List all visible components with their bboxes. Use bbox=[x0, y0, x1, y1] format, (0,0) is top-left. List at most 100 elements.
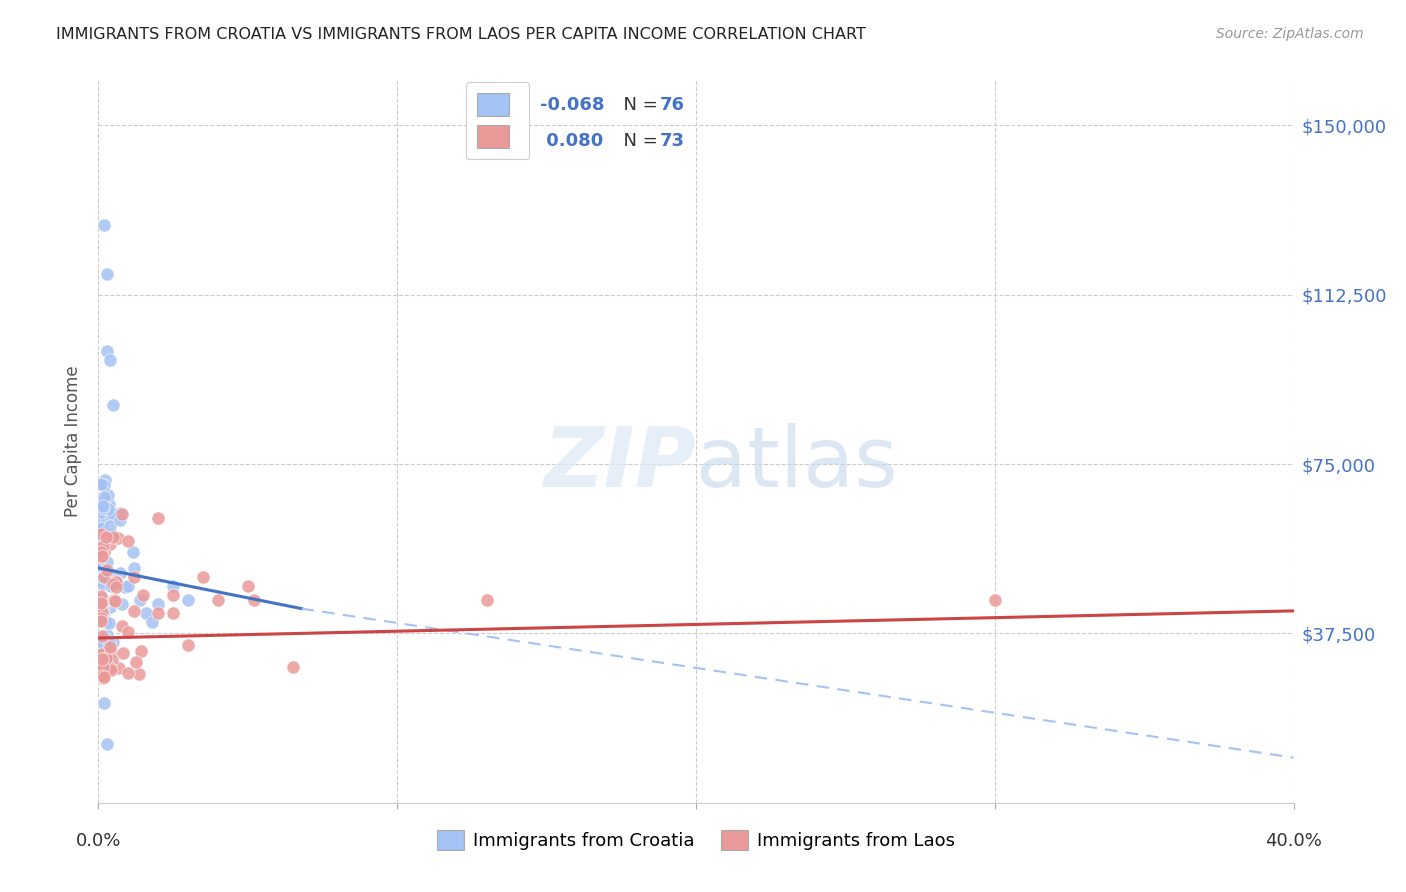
Point bbox=[104, 594, 127, 608]
Point bbox=[90, 595, 112, 609]
Point bbox=[93, 650, 115, 665]
Point bbox=[90, 516, 112, 531]
Point bbox=[91, 500, 114, 515]
Text: ZIP: ZIP bbox=[543, 423, 696, 504]
Point bbox=[98, 661, 121, 675]
Point bbox=[90, 477, 112, 491]
Point bbox=[93, 697, 115, 711]
Point bbox=[108, 506, 131, 520]
Point bbox=[94, 659, 117, 673]
Point bbox=[90, 647, 112, 661]
Point bbox=[91, 652, 114, 666]
Point bbox=[98, 536, 121, 550]
Point bbox=[90, 533, 112, 547]
Point bbox=[117, 665, 139, 680]
Point bbox=[101, 527, 124, 541]
Point bbox=[90, 629, 112, 643]
Point bbox=[984, 592, 1007, 607]
Legend: Immigrants from Croatia, Immigrants from Laos: Immigrants from Croatia, Immigrants from… bbox=[427, 821, 965, 859]
Point bbox=[90, 659, 112, 673]
Text: atlas: atlas bbox=[696, 423, 897, 504]
Text: R =: R = bbox=[486, 96, 526, 114]
Point bbox=[100, 506, 122, 520]
Point bbox=[93, 218, 115, 232]
Text: -0.068: -0.068 bbox=[540, 96, 605, 114]
Point bbox=[97, 488, 120, 502]
Point bbox=[91, 591, 114, 605]
Text: N =: N = bbox=[612, 96, 664, 114]
Point bbox=[191, 570, 214, 584]
Point bbox=[177, 638, 200, 652]
Point bbox=[124, 561, 146, 575]
Point bbox=[91, 500, 114, 514]
Point bbox=[96, 268, 118, 282]
Point bbox=[91, 577, 114, 591]
Point bbox=[129, 592, 152, 607]
Point bbox=[236, 579, 259, 593]
Point bbox=[91, 606, 114, 620]
Point bbox=[91, 539, 114, 553]
Point bbox=[90, 611, 112, 625]
Point bbox=[90, 550, 112, 565]
Point bbox=[93, 647, 115, 661]
Text: IMMIGRANTS FROM CROATIA VS IMMIGRANTS FROM LAOS PER CAPITA INCOME CORRELATION CH: IMMIGRANTS FROM CROATIA VS IMMIGRANTS FR… bbox=[56, 27, 866, 42]
Point bbox=[94, 542, 117, 557]
Text: 73: 73 bbox=[659, 132, 685, 150]
Point bbox=[94, 632, 117, 646]
Point bbox=[93, 570, 115, 584]
Point bbox=[98, 640, 121, 655]
Text: R =: R = bbox=[486, 132, 526, 150]
Point bbox=[103, 593, 125, 607]
Point bbox=[90, 597, 112, 611]
Y-axis label: Per Capita Income: Per Capita Income bbox=[65, 366, 83, 517]
Point bbox=[117, 533, 139, 548]
Point bbox=[90, 666, 112, 681]
Point bbox=[177, 592, 200, 607]
Point bbox=[90, 633, 112, 648]
Point bbox=[93, 473, 115, 487]
Point bbox=[93, 544, 115, 558]
Point bbox=[131, 644, 153, 658]
Text: Source: ZipAtlas.com: Source: ZipAtlas.com bbox=[1216, 27, 1364, 41]
Text: 40.0%: 40.0% bbox=[1265, 831, 1322, 850]
Point bbox=[90, 596, 112, 610]
Point bbox=[112, 646, 135, 660]
Point bbox=[162, 579, 184, 593]
Point bbox=[117, 625, 139, 640]
Point bbox=[114, 580, 136, 594]
Point bbox=[475, 592, 498, 607]
Point bbox=[111, 598, 134, 612]
Point bbox=[148, 597, 170, 611]
Point bbox=[148, 606, 170, 620]
Point bbox=[90, 558, 112, 573]
Point bbox=[108, 661, 131, 675]
Point bbox=[103, 398, 125, 412]
Point bbox=[107, 532, 129, 546]
Point bbox=[93, 491, 115, 505]
Point bbox=[91, 549, 114, 564]
Text: 76: 76 bbox=[659, 96, 685, 114]
Point bbox=[90, 602, 112, 616]
Text: 0.0%: 0.0% bbox=[76, 831, 121, 850]
Point bbox=[121, 545, 143, 559]
Point bbox=[103, 530, 125, 544]
Point bbox=[90, 589, 112, 603]
Point bbox=[91, 570, 114, 584]
Point bbox=[94, 530, 117, 544]
Point bbox=[128, 667, 150, 681]
Point bbox=[97, 497, 120, 511]
Point bbox=[90, 545, 112, 559]
Point bbox=[91, 600, 114, 615]
Point bbox=[98, 353, 122, 368]
Point bbox=[94, 571, 117, 585]
Point bbox=[91, 672, 114, 686]
Point bbox=[135, 606, 157, 620]
Point bbox=[93, 660, 115, 674]
Point bbox=[132, 588, 155, 602]
Point bbox=[90, 527, 112, 541]
Point bbox=[93, 478, 115, 492]
Point bbox=[94, 509, 117, 524]
Point bbox=[90, 652, 112, 666]
Point bbox=[101, 577, 124, 591]
Point bbox=[100, 579, 122, 593]
